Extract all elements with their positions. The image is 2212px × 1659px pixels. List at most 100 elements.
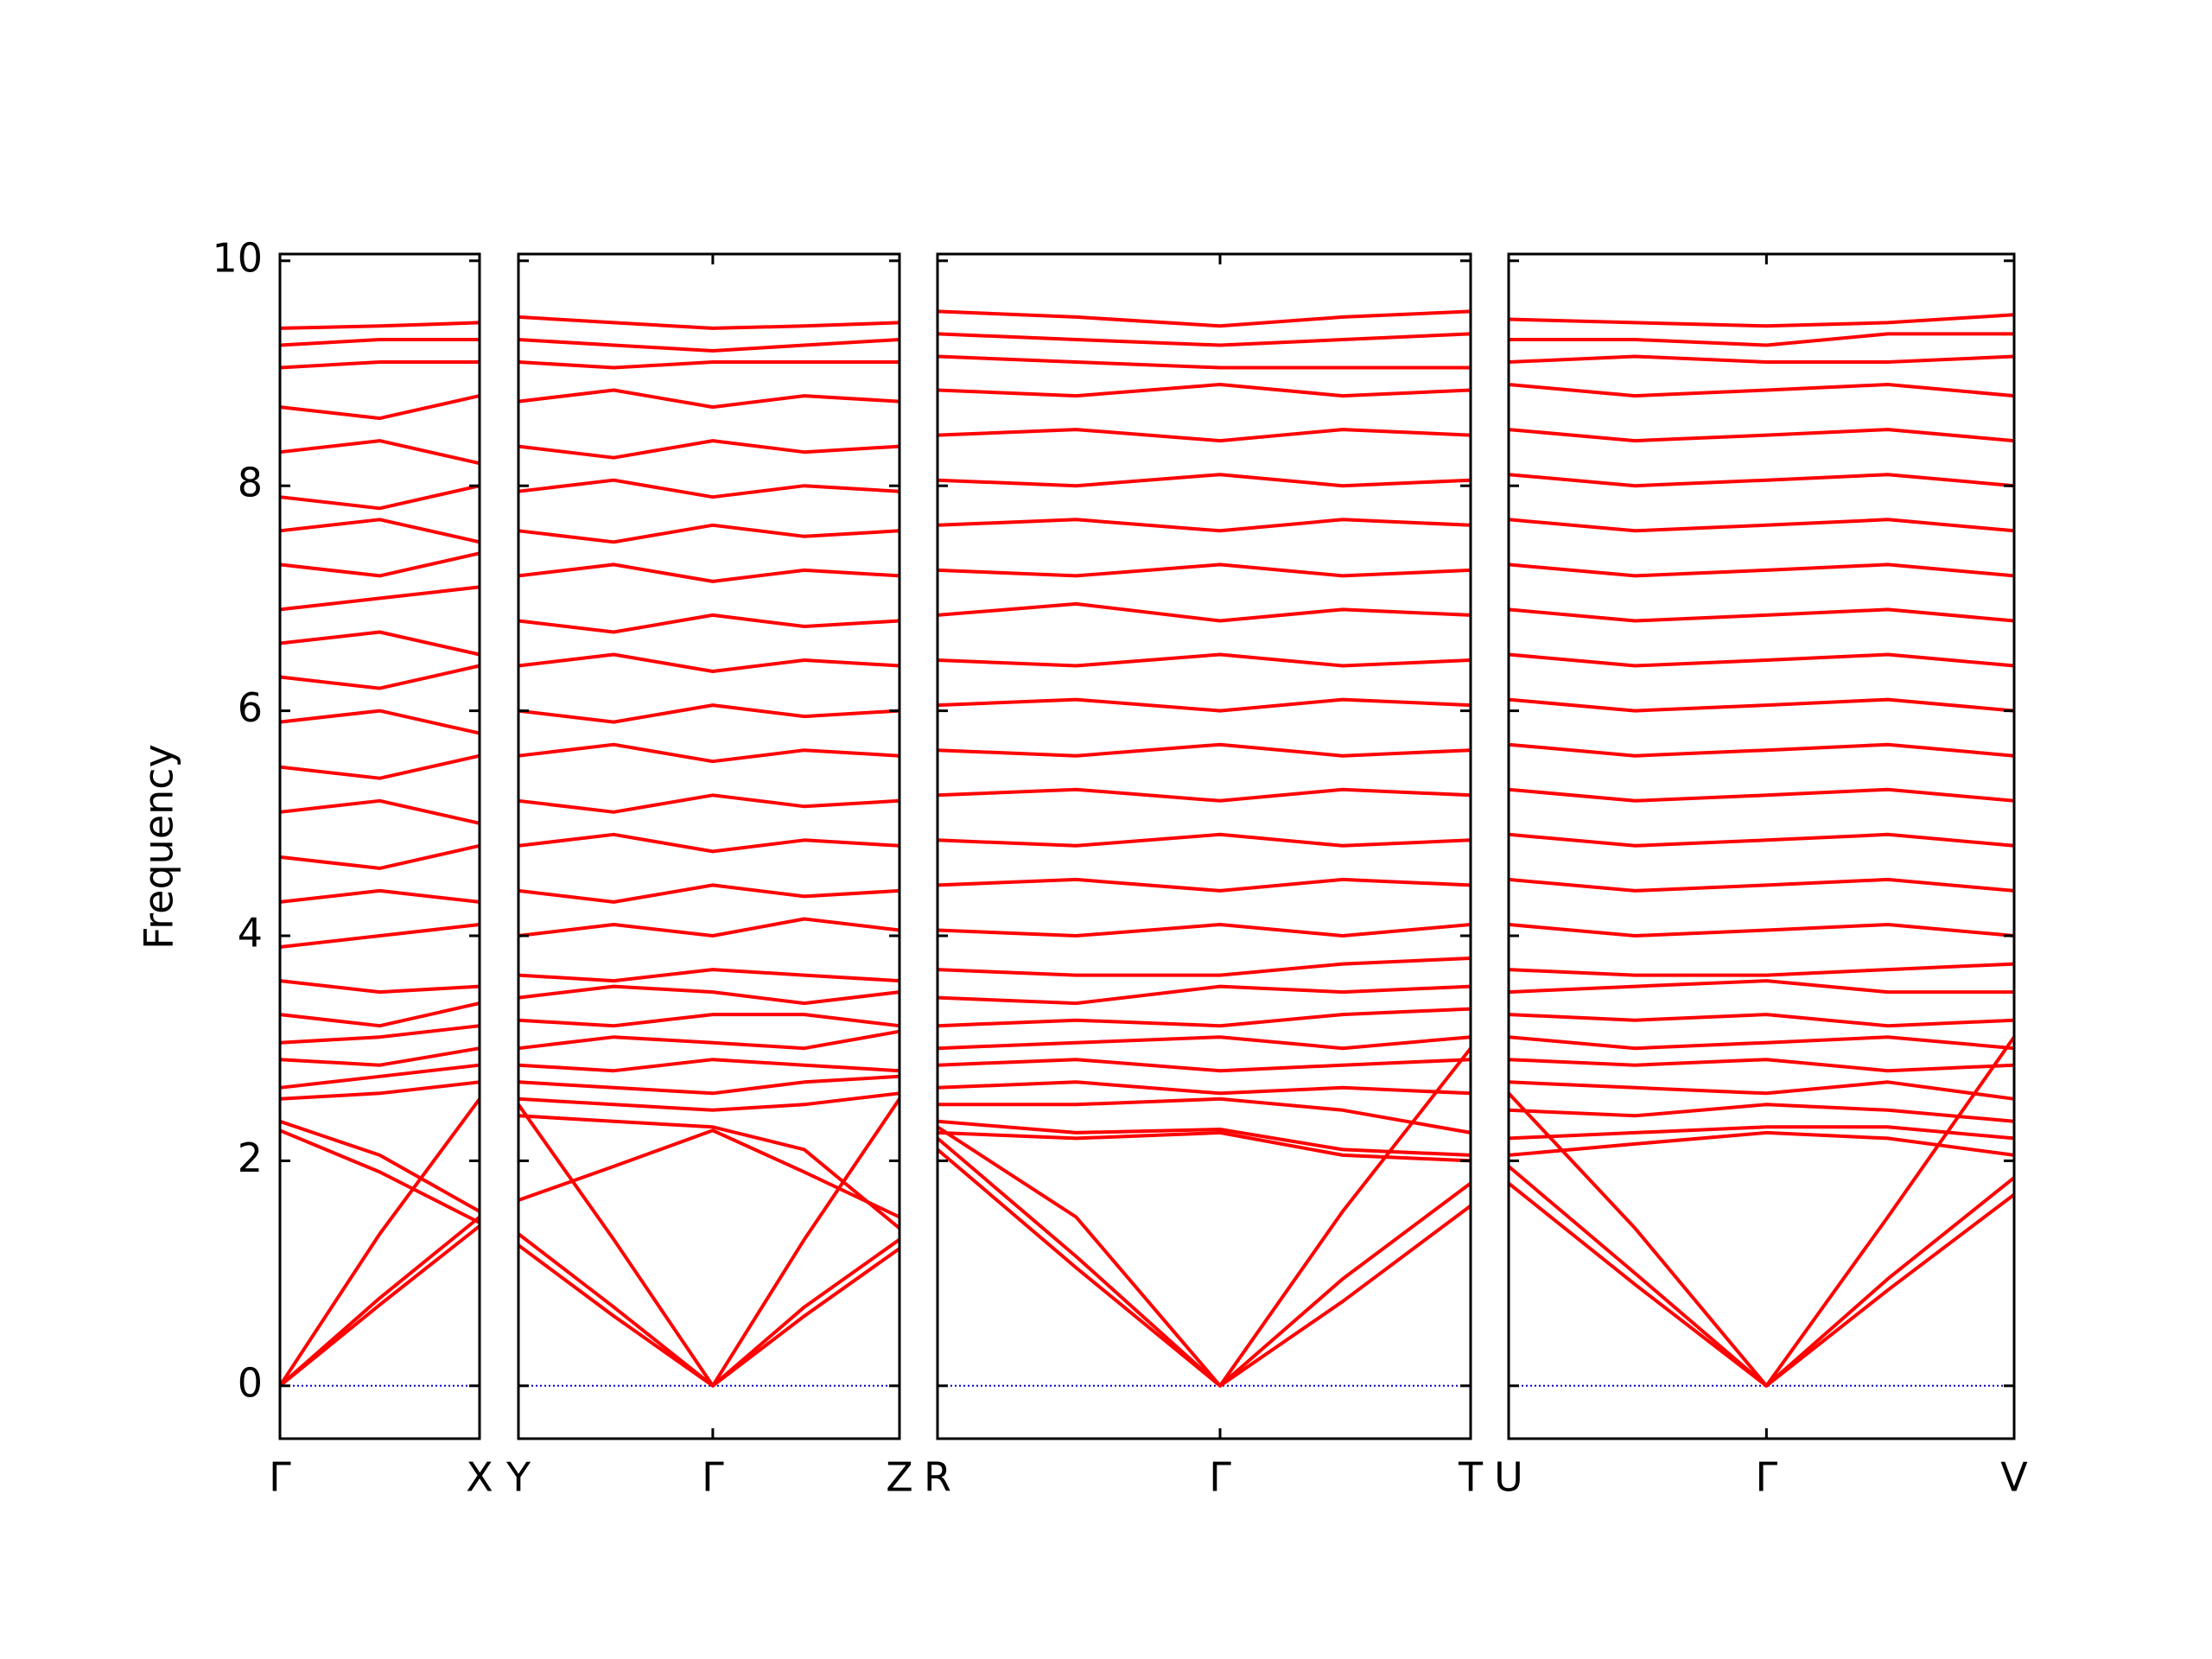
band-line (1509, 332, 2014, 347)
band-line (279, 753, 480, 780)
band-line (937, 1080, 1471, 1096)
band-line (937, 1130, 1471, 1163)
band-line (937, 601, 1471, 623)
band-line (1507, 1165, 2016, 1388)
band-line (937, 697, 1471, 713)
band-line (1508, 473, 2015, 488)
band-line (279, 1080, 480, 1101)
band-line (518, 1029, 900, 1051)
band-line (279, 1128, 480, 1224)
band-line (936, 1136, 1472, 1388)
band-line (518, 1091, 900, 1112)
band-line (518, 1074, 900, 1096)
x-tick-label: U (1494, 1454, 1523, 1501)
band-line (937, 428, 1471, 443)
band-line (1508, 787, 2015, 803)
band-line (518, 793, 900, 814)
band-line (1508, 563, 2015, 578)
band-line (518, 563, 900, 583)
band-line (1508, 1013, 2015, 1028)
band-line (517, 1232, 901, 1388)
y-tick-label: 8 (238, 460, 263, 506)
y-tick-label: 4 (238, 910, 263, 957)
band-line (937, 923, 1471, 938)
band-line (518, 883, 900, 904)
band-line (518, 742, 900, 764)
band-line (279, 843, 480, 870)
band-line (937, 652, 1471, 668)
band-line (937, 383, 1471, 398)
band-line (518, 613, 900, 634)
band-line (518, 1128, 900, 1219)
panel-frame (936, 252, 1472, 1440)
band-line (1507, 1036, 2016, 1388)
panel-frame (1507, 252, 2016, 1440)
band-line (518, 703, 900, 724)
y-axis-label: Frequency (136, 744, 182, 950)
band-line (518, 832, 900, 854)
band-line (279, 664, 480, 690)
band-line (279, 888, 480, 904)
band-line (278, 1215, 481, 1388)
band-line (937, 1007, 1471, 1028)
band-line (937, 563, 1471, 578)
band-line (279, 1119, 480, 1213)
band-line (1508, 1080, 2015, 1101)
x-tick-label: Γ (269, 1454, 291, 1501)
y-tick-label: 0 (238, 1359, 263, 1406)
band-line (279, 338, 480, 347)
band-line (279, 1001, 480, 1028)
band-line (937, 473, 1471, 488)
band-line (279, 630, 480, 657)
band-line (279, 321, 480, 330)
band-line (1508, 877, 2015, 893)
band-line (1508, 607, 2015, 623)
panel-frame (517, 252, 901, 1440)
band-line (1508, 1130, 2015, 1157)
band-line (279, 439, 480, 466)
band-line (937, 957, 1471, 977)
band-line (518, 338, 900, 353)
band-line (517, 1243, 901, 1388)
band-line (518, 360, 899, 370)
band-line (937, 1119, 1471, 1157)
panel-frame (278, 252, 481, 1440)
band-line (937, 309, 1471, 328)
band-line (936, 1147, 1472, 1388)
band-line (279, 394, 480, 421)
x-tick-label: Γ (1209, 1454, 1231, 1501)
band-line (1508, 1035, 2015, 1051)
band-line (518, 652, 900, 673)
x-tick-label: V (2000, 1454, 2028, 1501)
band-line (278, 1224, 481, 1388)
band-line (1508, 518, 2015, 533)
band-line (1508, 1103, 2015, 1123)
band-line (279, 551, 480, 578)
x-tick-label: R (924, 1454, 951, 1501)
band-line (279, 585, 480, 612)
band-line (518, 523, 900, 544)
band-line (1508, 652, 2015, 668)
band-line (1508, 962, 2015, 977)
band-line (937, 332, 1471, 347)
band-line (1508, 428, 2015, 443)
band-line (1508, 923, 2015, 938)
band-line (518, 478, 900, 499)
band-line (278, 1097, 481, 1387)
band-line (518, 388, 900, 410)
band-line (518, 917, 900, 938)
y-tick-label: 2 (238, 1135, 263, 1181)
x-tick-label: Y (505, 1454, 531, 1501)
band-line (937, 787, 1471, 803)
band-line (937, 1058, 1471, 1073)
band-line (1508, 383, 2015, 398)
band-line (1508, 1058, 2015, 1073)
band-line (518, 1058, 900, 1073)
x-tick-label: Γ (1756, 1454, 1778, 1501)
band-line (1508, 354, 2015, 364)
band-line (937, 354, 1471, 370)
band-line (1508, 313, 2015, 328)
band-line (518, 1114, 901, 1230)
band-line (279, 360, 480, 370)
